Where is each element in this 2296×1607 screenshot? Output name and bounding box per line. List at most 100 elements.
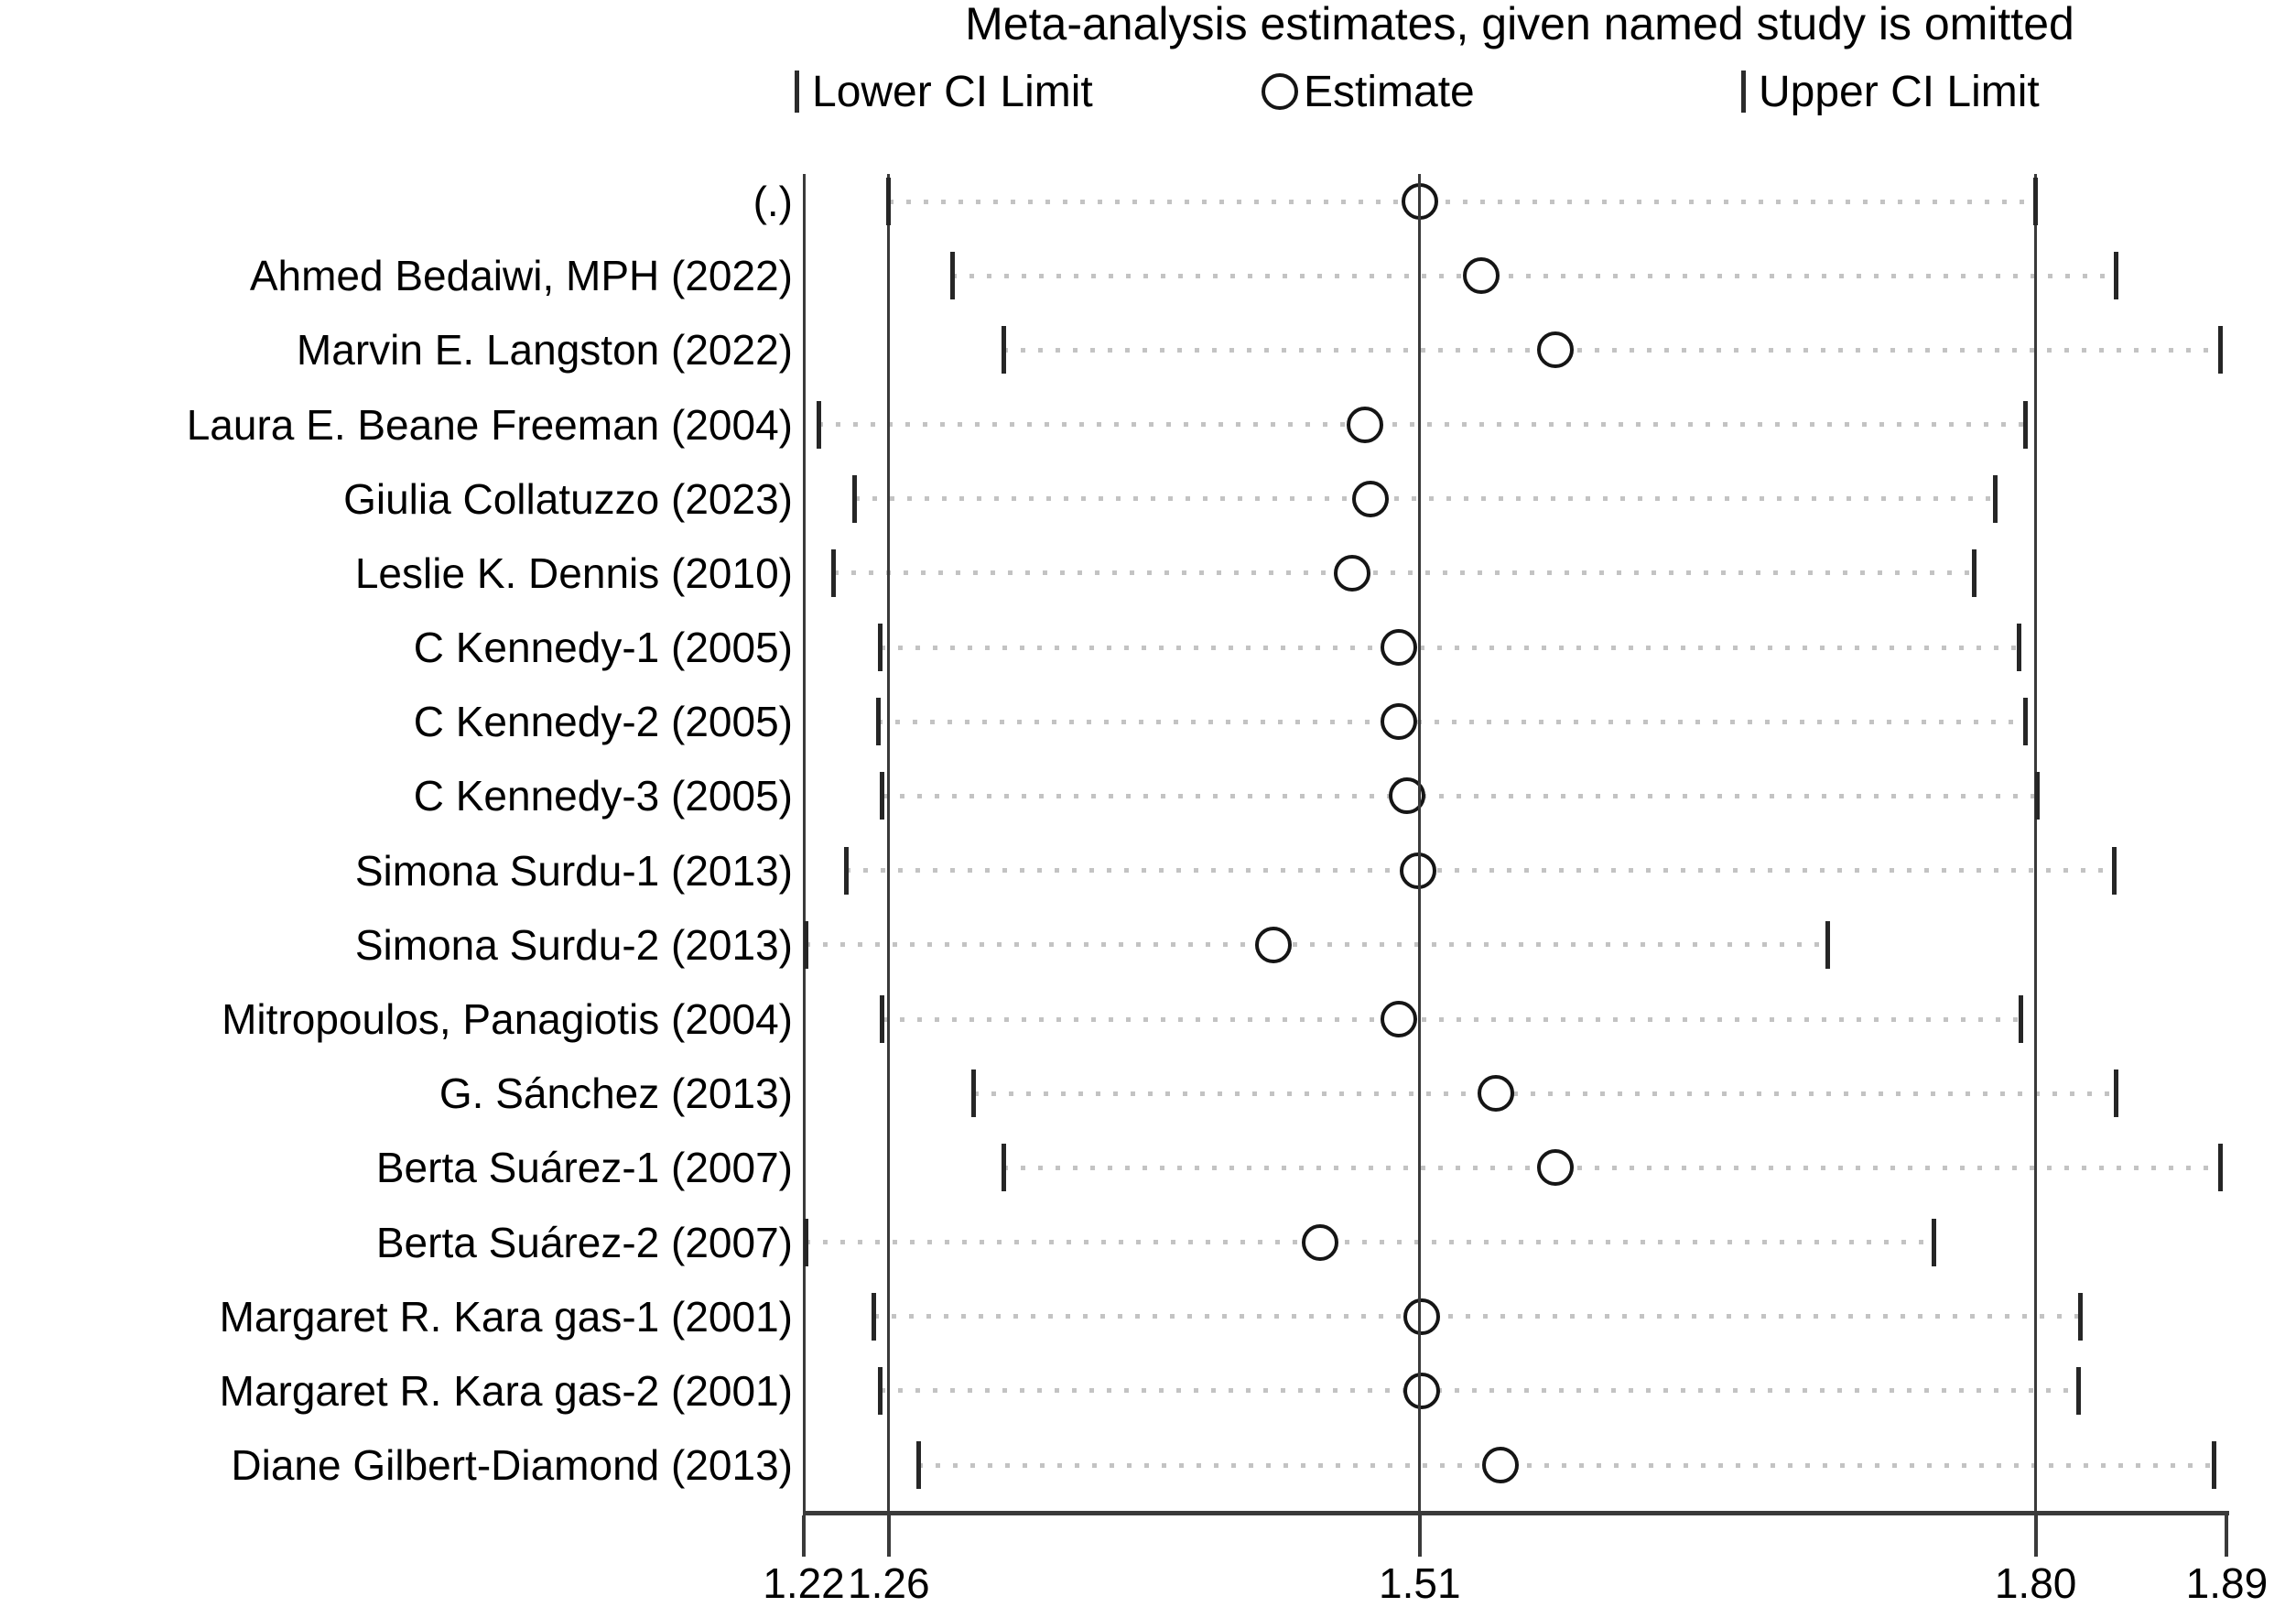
lower-ci-tick	[843, 846, 849, 895]
x-axis-tick-label: 1.51	[1379, 1559, 1461, 1607]
ci-dotted-line	[888, 199, 2036, 204]
estimate-circle-icon	[1262, 73, 1298, 110]
upper-ci-tick	[2114, 1070, 2119, 1118]
upper-ci-tick	[2114, 252, 2119, 300]
ci-dotted-line	[880, 1388, 2078, 1394]
lower-ci-tick	[803, 1218, 808, 1266]
estimate-marker	[1537, 331, 1575, 369]
estimate-marker	[1333, 554, 1370, 592]
ci-dotted-line	[1003, 1165, 2221, 1170]
ci-dotted-line	[818, 422, 2025, 427]
x-axis-tick-label: 1.89	[2185, 1559, 2269, 1607]
estimate-marker	[1380, 1001, 1417, 1037]
ci-dotted-line	[952, 273, 2117, 278]
ci-dotted-line	[882, 793, 2038, 798]
ci-dotted-line	[873, 1314, 2081, 1319]
upper-ci-tick	[2212, 1441, 2216, 1490]
ci-dotted-line	[918, 1462, 2215, 1468]
upper-ci-tick	[2018, 995, 2023, 1043]
study-label: Diane Gilbert-Diamond (2013)	[231, 1441, 793, 1490]
upper-ci-tick	[1993, 474, 1998, 523]
estimate-marker	[1346, 406, 1383, 443]
upper-ci-tick	[1971, 548, 1977, 597]
legend-estimate-label: Estimate	[1304, 67, 1475, 116]
upper-ci-tick	[1825, 920, 1830, 969]
lower-ci-tick	[816, 400, 821, 449]
lower-ci-tick	[886, 178, 892, 225]
study-label: Ahmed Bedaiwi, MPH (2022)	[249, 252, 793, 300]
lower-ci-tick	[949, 252, 955, 300]
ci-dotted-line	[882, 1016, 2021, 1022]
study-label: Berta Suárez-2 (2007)	[375, 1218, 793, 1266]
estimate-marker	[1478, 1075, 1515, 1113]
study-label: C Kennedy-1 (2005)	[413, 624, 793, 672]
lower-ci-tick	[880, 995, 885, 1043]
lower-ci-tick-icon	[795, 71, 799, 113]
study-label: Margaret R. Kara gas-2 (2001)	[219, 1366, 793, 1415]
estimate-marker	[1482, 1447, 1519, 1484]
estimate-marker	[1352, 480, 1390, 517]
estimate-marker	[1254, 926, 1292, 963]
study-label: Leslie K. Dennis (2010)	[354, 548, 793, 597]
estimate-marker	[1301, 1223, 1338, 1261]
lower-ci-tick	[971, 1070, 977, 1118]
upper-ci-tick	[2016, 624, 2021, 672]
chart-title: Meta-analysis estimates, given named stu…	[965, 0, 2074, 49]
ci-dotted-line	[833, 570, 1975, 576]
ci-dotted-line	[806, 942, 1828, 948]
ci-dotted-line	[973, 1091, 2117, 1096]
study-label: Berta Suárez-1 (2007)	[375, 1144, 793, 1192]
upper-ci-tick	[2035, 772, 2041, 820]
x-axis-tick	[802, 1515, 806, 1557]
upper-ci-tick	[2075, 1366, 2081, 1415]
lower-ci-tick	[1001, 1144, 1006, 1192]
lower-ci-tick	[852, 474, 858, 523]
upper-ci-tick	[1931, 1218, 1936, 1266]
study-label: (.)	[753, 178, 793, 225]
x-axis-line	[802, 1511, 2229, 1515]
study-label: Mitropoulos, Panagiotis (2004)	[222, 995, 793, 1043]
x-axis-tick	[2225, 1515, 2229, 1557]
lower-ci-tick	[875, 698, 881, 746]
ci-dotted-line	[806, 1240, 1934, 1244]
lower-ci-tick	[1001, 326, 1006, 375]
study-label: G. Sánchez (2013)	[439, 1070, 793, 1118]
upper-ci-tick	[2111, 846, 2117, 895]
lower-ci-tick	[872, 1292, 877, 1341]
x-axis-tick-label: 1.26	[848, 1559, 930, 1607]
reference-line	[1418, 174, 1422, 1511]
ci-dotted-line	[846, 868, 2115, 874]
study-label: C Kennedy-2 (2005)	[413, 698, 793, 746]
upper-ci-tick	[2022, 698, 2028, 746]
study-label: Laura E. Beane Freeman (2004)	[186, 400, 793, 449]
lower-ci-tick	[831, 548, 836, 597]
study-label: Simona Surdu-1 (2013)	[354, 846, 793, 895]
upper-ci-tick	[2077, 1292, 2083, 1341]
lower-ci-tick	[878, 624, 883, 672]
study-label: Giulia Collatuzzo (2023)	[343, 474, 793, 523]
upper-ci-tick-icon	[1741, 71, 1746, 113]
y-axis-line	[802, 174, 806, 1511]
estimate-marker	[1403, 1372, 1441, 1409]
legend-upper-label: Upper CI Limit	[1759, 67, 2040, 116]
x-axis-tick	[1417, 1515, 1422, 1557]
estimate-marker	[1537, 1149, 1575, 1187]
reference-line	[2034, 174, 2038, 1511]
x-axis-tick-label: 1.80	[1994, 1559, 2077, 1607]
estimate-marker	[1380, 629, 1417, 667]
lower-ci-tick	[803, 920, 808, 969]
estimate-marker	[1380, 703, 1417, 741]
lower-ci-tick	[878, 1366, 883, 1415]
study-label: Margaret R. Kara gas-1 (2001)	[219, 1292, 793, 1341]
lower-ci-tick	[880, 772, 885, 820]
x-axis-tick	[2033, 1515, 2038, 1557]
legend-item-upper-ci: Upper CI Limit	[1741, 66, 2040, 117]
study-label: Simona Surdu-2 (2013)	[354, 920, 793, 969]
x-axis-tick	[886, 1515, 891, 1557]
estimate-marker	[1463, 257, 1500, 295]
estimate-marker	[1399, 852, 1436, 889]
study-label: C Kennedy-3 (2005)	[413, 772, 793, 820]
upper-ci-tick	[2217, 1144, 2223, 1192]
legend-item-estimate: Estimate	[1262, 66, 1475, 117]
